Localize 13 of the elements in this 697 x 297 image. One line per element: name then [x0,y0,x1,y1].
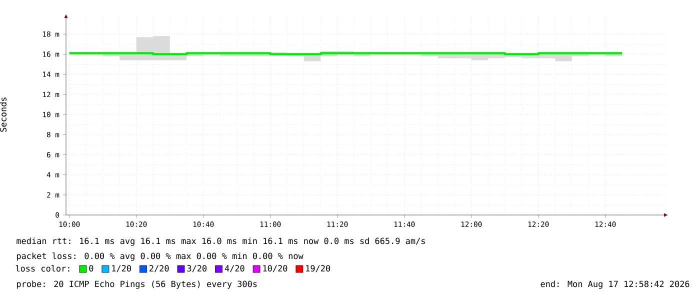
legend-label: 2/20 [150,265,169,272]
legend-title: loss color: [16,265,70,272]
legend-label: 10/20 [263,265,288,272]
text: median rtt: 16.1 ms avg 16.1 ms max 16.0 ms min 16.1 ms now 0.0 ms sd 665.9 am/s [16,238,425,246]
legend-label: 1/20 [112,265,131,272]
text: probe: 20 ICMP Echo Pings (56 Bytes) every 300s [16,280,257,289]
legend-label: 4/20 [224,265,244,272]
legend-label: 19/20 [306,265,330,272]
legend-label: 0 [89,265,94,272]
text: packet loss: 0.00 % avg 0.00 % max 0.00 % min 0.00 % now [16,252,304,261]
y-axis-title: Seconds [0,97,6,132]
text: end: Mon Aug 17 12:58:42 2026 [540,280,690,289]
legend-label: 3/20 [187,265,207,272]
